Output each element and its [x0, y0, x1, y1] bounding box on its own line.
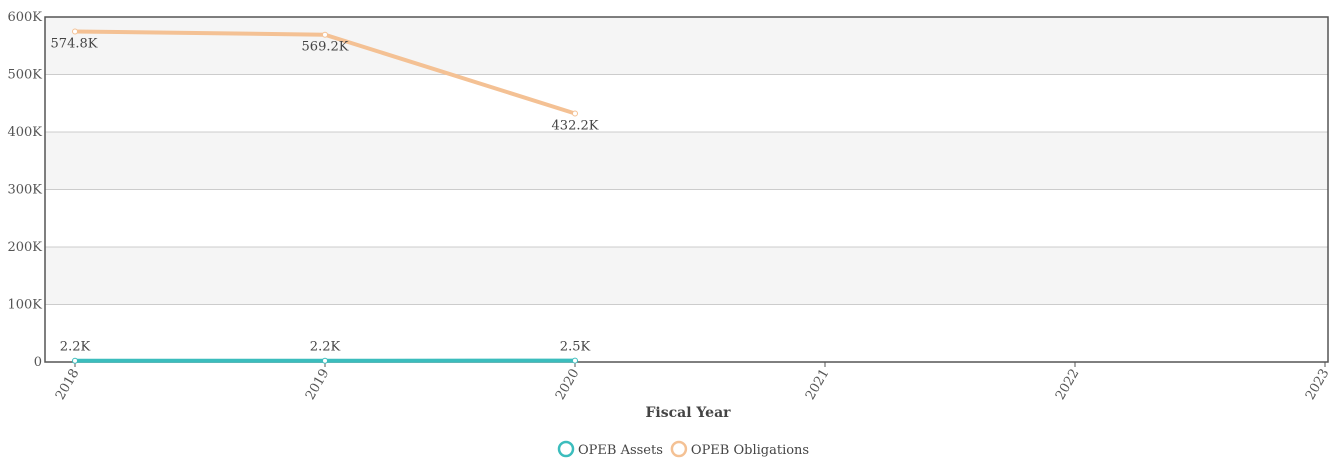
grid-band	[45, 17, 1328, 75]
x-tick-label: 2022	[1053, 367, 1083, 403]
y-tick-label: 200K	[7, 240, 42, 255]
data-point	[72, 28, 78, 35]
y-tick-label: 600K	[7, 10, 42, 25]
grid-band	[45, 132, 1328, 190]
data-point	[572, 110, 578, 117]
data-point	[572, 357, 578, 364]
x-tick-label: 2021	[803, 367, 833, 403]
y-tick-label: 0	[34, 355, 42, 370]
data-point	[322, 31, 328, 38]
data-point	[322, 357, 328, 364]
data-label: 2.2K	[60, 340, 91, 355]
y-tick-label: 300K	[7, 183, 42, 198]
y-tick-label: 500K	[7, 68, 42, 83]
data-label: 574.8K	[51, 36, 98, 51]
data-label: 2.2K	[310, 340, 341, 355]
data-label: 569.2K	[302, 40, 349, 55]
y-tick-label: 400K	[7, 125, 42, 140]
data-label: 2.5K	[560, 340, 591, 355]
grid-band	[45, 247, 1328, 305]
x-tick-label: 2019	[303, 367, 333, 403]
y-tick-label: 100K	[7, 298, 42, 313]
legend-label: OPEB Assets	[578, 443, 663, 458]
legend-marker	[670, 440, 688, 458]
plot-frame	[44, 16, 1329, 363]
x-tick-label: 2020	[553, 367, 583, 403]
x-axis-title: Fiscal Year	[645, 405, 731, 421]
data-label: 432.2K	[552, 118, 599, 133]
x-tick-label: 2023	[1303, 367, 1333, 403]
legend-label: OPEB Obligations	[691, 443, 809, 458]
legend: OPEB Assets OPEB Obligations	[557, 440, 809, 458]
legend-marker	[557, 440, 575, 458]
data-point	[72, 357, 78, 364]
x-tick-label: 2018	[53, 367, 83, 403]
